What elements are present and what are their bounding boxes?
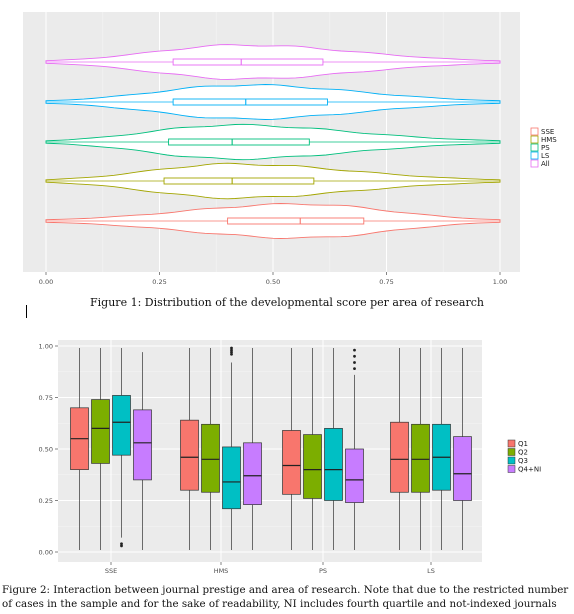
violin-ps (45, 123, 501, 161)
figure2-x-tick-label: PS (319, 567, 327, 575)
box-outlier-q3-hms (230, 352, 233, 356)
figure2-legend-key-q2 (507, 448, 516, 456)
figure1-x-tick-label: 0.00 (39, 278, 53, 286)
figure2-legend-label-q2: Q2 (518, 449, 528, 457)
figure1-caption: Figure 1: Distribution of the developmen… (90, 296, 484, 309)
box-q1-ls (390, 421, 409, 493)
box-q1-ps (282, 430, 301, 495)
box-q4-ni-ls (453, 436, 472, 501)
figure2-x-tick-label: HMS (214, 567, 229, 575)
figure2-legend-key-q3 (507, 456, 516, 465)
box-q3-hms (222, 446, 241, 510)
box-outlier-q3-hms (230, 346, 233, 350)
figure1-x-ticks: 0.00 0.25 0.50 0.75 1.00 (39, 272, 507, 286)
box-outlier-q4-ni-ps (353, 361, 356, 364)
box-outlier-q3-sse (120, 544, 123, 548)
figure1-x-tick-label: 0.50 (266, 278, 280, 286)
figure1-x-tick-label: 1.00 (493, 278, 507, 286)
box-outlier-q3-hms (230, 348, 233, 352)
figure1-legend-key-hms (530, 135, 539, 144)
figure1-x-tick-label: 0.25 (152, 278, 166, 286)
figure2-y-tick-label: 0.25 (39, 497, 53, 505)
figure1-legend-key-sse (530, 127, 539, 136)
box-q4-ni-hms (243, 442, 262, 505)
box-q3-sse (112, 395, 131, 456)
figure2-legend-label-q3: Q3 (518, 457, 528, 465)
box-outlier-q4-ni-ps (353, 354, 356, 358)
figure2-boxplots (70, 346, 472, 550)
figure1-legend-label-ps: PS (541, 144, 550, 152)
box-outlier-q3-hms (230, 350, 233, 354)
text-cursor (26, 305, 27, 318)
violin-ls (45, 84, 501, 120)
violin-all (45, 44, 501, 80)
figure2-caption: Figure 2: Interaction between journal pr… (2, 584, 569, 610)
figure2-legend-label-q1: Q1 (518, 440, 528, 448)
box-q1-hms (180, 419, 199, 491)
figure1-legend-label-hms: HMS (541, 136, 557, 144)
figure1-x-tick-label: 0.75 (379, 278, 393, 286)
box-q4-ni-ps (345, 448, 364, 503)
figure2-y-tick-label: 0.00 (39, 548, 53, 556)
figure2-y-tick-label: 0.75 (39, 394, 53, 402)
box-outlier-q4-ni-ps (353, 367, 356, 371)
figure2-legend-label-q4-ni: Q4+NI (518, 466, 541, 474)
box-q2-ps (303, 434, 322, 499)
figure1-legend-key-all (530, 159, 539, 168)
figure1-violins (45, 44, 501, 239)
figure1-legend-key-ps (530, 143, 539, 152)
figure1-legend-label-ls: LS (541, 152, 550, 160)
box-q3-ps (324, 428, 343, 501)
figure2-y-tick-label: 1.00 (39, 342, 53, 350)
figure2-legend-key-q1 (507, 439, 516, 448)
figure2-x-tick-label: LS (427, 567, 435, 575)
figure2-legend-key-q4-ni (507, 465, 516, 473)
box-outlier-q3-sse (120, 542, 123, 546)
figure1-legend-label-sse: SSE (541, 128, 554, 136)
figure2-y-tick-label: 0.50 (39, 445, 53, 453)
box-q4-ni-sse (133, 409, 152, 481)
figure2-axis-ticks: 0.00 0.25 0.50 0.75 1.00 SSE HMS PS LS (39, 342, 435, 575)
box-q2-sse (91, 399, 110, 464)
figure1-legend-label-all: All (541, 160, 550, 168)
figure2-x-tick-label: SSE (105, 567, 117, 575)
figure1-legend-key-ls (530, 151, 539, 160)
violin-sse (45, 203, 501, 239)
box-q2-hms (201, 423, 220, 493)
box-outlier-q4-ni-ps (353, 348, 356, 352)
violin-hms (45, 162, 501, 200)
box-q2-ls (411, 423, 430, 493)
